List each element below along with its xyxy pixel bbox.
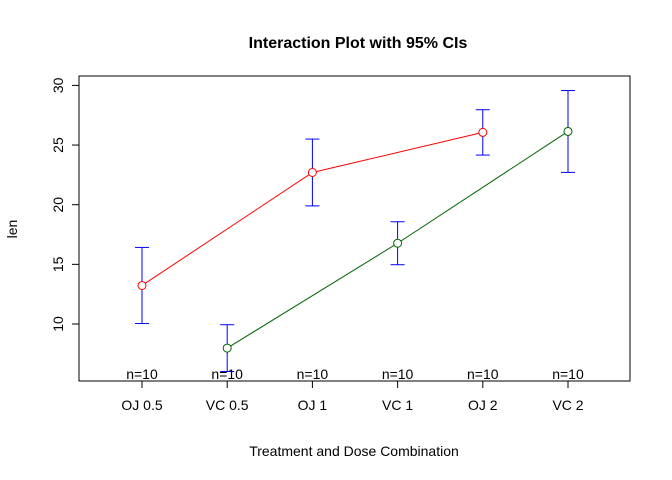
y-tick-label: 25	[50, 137, 66, 153]
x-tick-label: VC 1	[382, 397, 413, 413]
x-tick-label: VC 2	[552, 397, 583, 413]
series-2	[222, 126, 573, 353]
x-axis-label: Treatment and Dose Combination	[249, 443, 459, 459]
sample-size-label: n=10	[211, 366, 243, 382]
chart-title: Interaction Plot with 95% CIs	[249, 35, 468, 52]
y-tick-label: 20	[50, 197, 66, 213]
y-tick-label: 30	[50, 77, 66, 93]
series-layer	[137, 126, 573, 353]
data-point	[307, 167, 317, 177]
y-axis: 10 15 20 25 30	[50, 77, 80, 332]
sample-size-label: n=10	[126, 366, 158, 382]
y-tick-label: 15	[50, 256, 66, 272]
x-tick-label: OJ 2	[468, 397, 498, 413]
sample-size-labels: n=10 n=10 n=10 n=10 n=10 n=10	[126, 366, 584, 382]
sample-size-label: n=10	[467, 366, 499, 382]
y-axis-label: len	[4, 220, 20, 239]
error-bars	[135, 90, 575, 372]
y-tick-label: 10	[50, 316, 66, 332]
data-point	[137, 280, 147, 290]
x-tick-label: VC 0.5	[206, 397, 249, 413]
x-tick-label: OJ 0.5	[121, 397, 162, 413]
x-axis: OJ 0.5 VC 0.5 OJ 1 VC 1 OJ 2 VC 2	[121, 380, 584, 413]
sample-size-label: n=10	[382, 366, 414, 382]
data-point	[222, 343, 232, 353]
data-point	[393, 238, 403, 248]
plot-frame	[78, 75, 631, 382]
x-tick-label: OJ 1	[298, 397, 328, 413]
sample-size-label: n=10	[297, 366, 329, 382]
data-point	[478, 127, 488, 137]
data-point	[563, 126, 573, 136]
series-1	[137, 127, 488, 290]
sample-size-label: n=10	[552, 366, 584, 382]
